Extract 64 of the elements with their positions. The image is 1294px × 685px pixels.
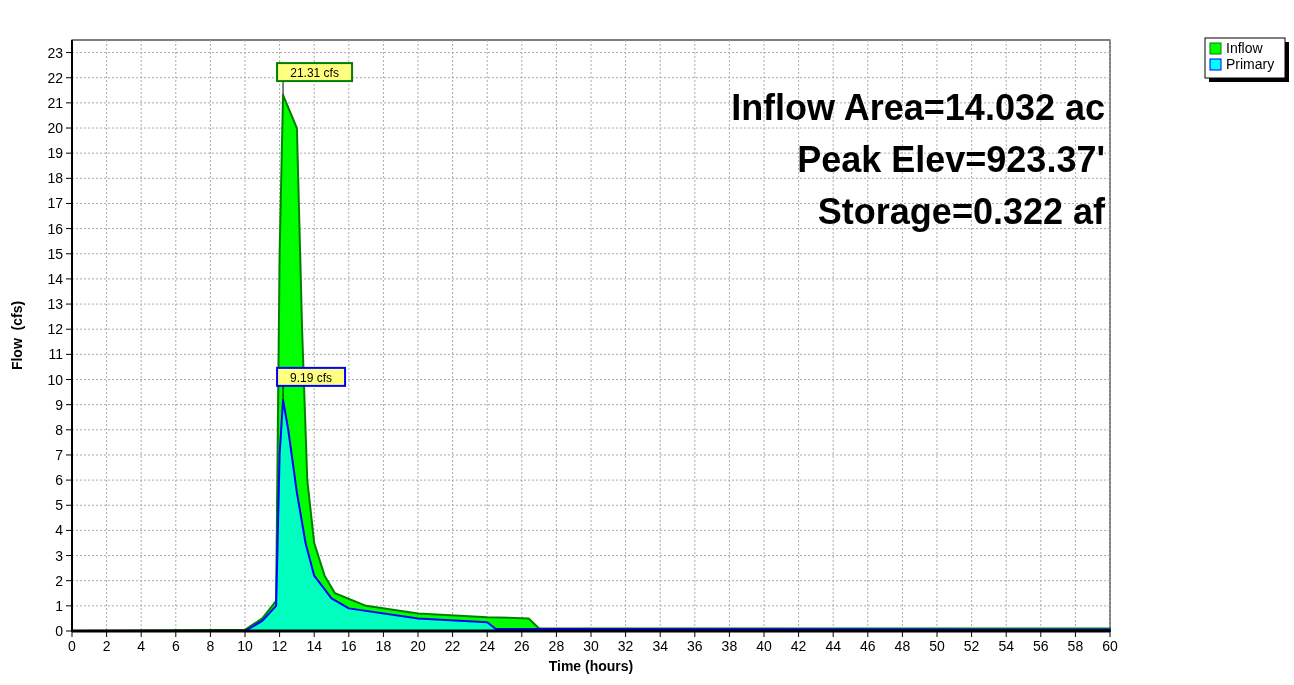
x-tick-label: 28 bbox=[548, 638, 565, 654]
x-tick-label: 52 bbox=[963, 638, 980, 654]
y-tick-label: 23 bbox=[47, 44, 64, 61]
x-tick-label: 32 bbox=[617, 638, 634, 654]
x-tick-label: 42 bbox=[790, 638, 807, 654]
y-tick-label: 5 bbox=[55, 497, 64, 514]
x-tick-label: 48 bbox=[894, 638, 911, 654]
y-tick-label: 7 bbox=[55, 446, 64, 463]
y-tick-label: 1 bbox=[55, 597, 64, 614]
x-tick-label: 0 bbox=[68, 638, 77, 654]
y-tick-label: 3 bbox=[55, 547, 64, 564]
x-tick-label: 16 bbox=[341, 638, 357, 654]
x-tick-label: 14 bbox=[306, 638, 323, 654]
y-tick-label: 17 bbox=[47, 195, 64, 212]
x-tick-label: 10 bbox=[237, 638, 253, 654]
y-tick-label: 18 bbox=[47, 170, 64, 187]
annotation: 9.19 cfs bbox=[290, 370, 333, 385]
x-tick-label: 54 bbox=[998, 638, 1015, 654]
y-tick-label: 10 bbox=[47, 371, 64, 388]
y-tick-label: 19 bbox=[47, 145, 64, 162]
y-tick-label: 2 bbox=[55, 572, 64, 589]
x-tick-label: 58 bbox=[1067, 638, 1084, 654]
x-tick-label: 26 bbox=[514, 638, 530, 654]
x-tick-label: 24 bbox=[479, 638, 496, 654]
y-tick-label: 20 bbox=[47, 120, 64, 137]
x-tick-label: 6 bbox=[171, 638, 180, 654]
y-tick-label: 22 bbox=[47, 69, 64, 86]
x-tick-label: 22 bbox=[444, 638, 461, 654]
x-tick-label: 46 bbox=[860, 638, 876, 654]
x-tick-label: 60 bbox=[1102, 638, 1118, 654]
y-tick-label: 13 bbox=[47, 296, 64, 313]
x-tick-label: 4 bbox=[137, 638, 146, 654]
x-tick-label: 20 bbox=[410, 638, 426, 654]
y-tick-label: 4 bbox=[55, 522, 64, 539]
y-tick-label: 9 bbox=[55, 396, 64, 413]
y-tick-label: 8 bbox=[55, 421, 64, 438]
x-tick-label: 34 bbox=[652, 638, 669, 654]
y-tick-label: 12 bbox=[47, 321, 64, 338]
annotation: 21.31 cfs bbox=[290, 66, 339, 81]
x-tick-label: 2 bbox=[102, 638, 111, 654]
x-axis-title: Time (hours) bbox=[548, 658, 634, 674]
x-tick-label: 8 bbox=[206, 638, 215, 654]
y-axis-title: Flow (cfs) bbox=[9, 300, 25, 371]
legend-label: Primary bbox=[1226, 56, 1275, 72]
y-tick-label: 16 bbox=[47, 220, 64, 237]
x-tick-label: 44 bbox=[825, 638, 842, 654]
x-tick-label: 18 bbox=[375, 638, 392, 654]
annotation: Storage=0.322 af bbox=[817, 191, 1107, 232]
y-tick-label: 11 bbox=[48, 346, 64, 363]
y-tick-label: 6 bbox=[55, 472, 64, 489]
x-tick-label: 12 bbox=[271, 638, 288, 654]
x-tick-label: 36 bbox=[687, 638, 703, 654]
x-tick-label: 38 bbox=[721, 638, 738, 654]
y-tick-label: 0 bbox=[55, 623, 64, 639]
x-tick-label: 56 bbox=[1033, 638, 1049, 654]
legend-label: Inflow bbox=[1226, 40, 1264, 56]
x-tick-label: 50 bbox=[929, 638, 945, 654]
x-tick-label: 30 bbox=[583, 638, 599, 654]
annotation: Peak Elev=923.37' bbox=[797, 139, 1105, 180]
y-tick-label: 14 bbox=[47, 270, 64, 287]
annotation: Inflow Area=14.032 ac bbox=[731, 87, 1105, 128]
x-tick-label: 40 bbox=[756, 638, 772, 654]
y-tick-label: 21 bbox=[47, 94, 64, 111]
y-tick-label: 15 bbox=[47, 245, 64, 262]
